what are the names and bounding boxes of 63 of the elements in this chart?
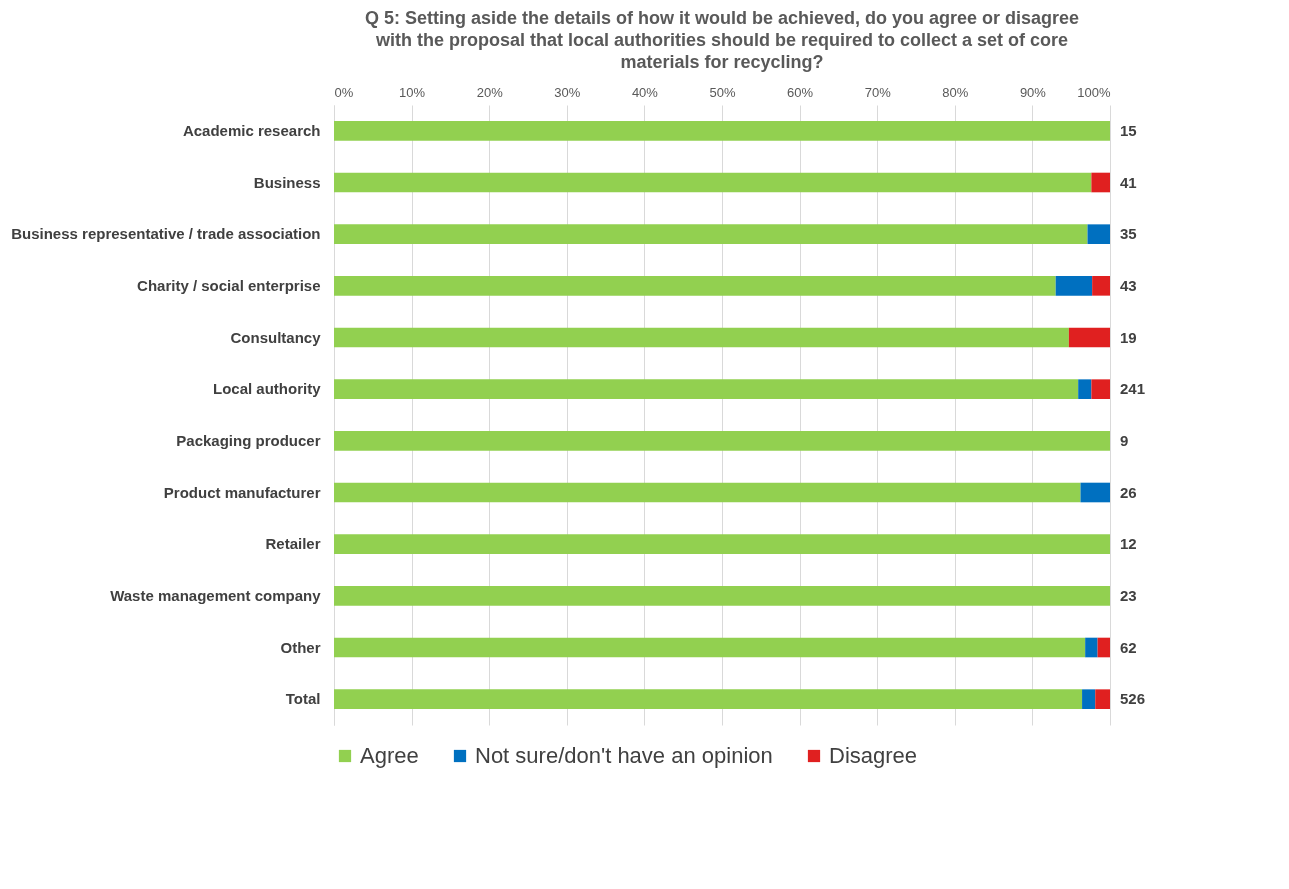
bar: [1055, 276, 1093, 296]
y-tick-label: Consultancy: [230, 328, 322, 346]
y-tick-label: Total: [285, 690, 321, 708]
bar: [334, 482, 1081, 503]
legend-label: Disagree: [829, 743, 918, 768]
x-tick-label: 60%: [787, 84, 814, 100]
x-tick-label: 70%: [864, 84, 892, 100]
bar: [334, 586, 1110, 606]
y-tick-label: Waste management company: [110, 586, 322, 604]
bar: [334, 431, 1110, 451]
x-tick-label: 10%: [399, 84, 426, 100]
bar: [334, 379, 1079, 399]
y-tick-label: Business: [253, 173, 321, 191]
bar: [1082, 689, 1096, 709]
bar: [334, 172, 1092, 193]
x-tick-label: 100%: [1077, 84, 1111, 100]
text: 23: [1120, 586, 1137, 604]
bar: [334, 534, 1110, 554]
bar: [334, 224, 1088, 244]
y-tick-label: Charity / social enterprise: [137, 276, 321, 294]
y-tick-label: Product manufacturer: [163, 483, 321, 501]
x-tick-label: 90%: [1019, 84, 1047, 100]
y-tick-label: Local authority: [212, 380, 322, 398]
text: 9: [1120, 431, 1129, 449]
text: 12: [1120, 535, 1137, 553]
bar: [334, 276, 1056, 296]
y-tick-label: Retailer: [265, 535, 321, 553]
bar: [1091, 379, 1110, 399]
chart-title: Q 5: Setting aside the details of how it would be achieved, do you agree or disagree with the proposal that local authorities should be required to collect a set of core materials for recycling?: [364, 8, 1080, 72]
text: 19: [1120, 328, 1137, 346]
bar: [1080, 482, 1110, 503]
x-tick-label: 40%: [631, 84, 659, 100]
y-tick-label: Other: [280, 638, 321, 656]
x-tick-label: 20%: [476, 84, 504, 100]
text: 26: [1120, 483, 1137, 501]
x-tick-label: 0%: [334, 84, 354, 100]
x-tick-label: 80%: [942, 84, 969, 100]
bar: [1091, 172, 1110, 193]
bar: [334, 121, 1110, 141]
text: 43: [1120, 276, 1137, 294]
text: 35: [1120, 225, 1137, 243]
text: 241: [1120, 380, 1146, 398]
x-tick-label: 50%: [709, 84, 736, 100]
y-tick-label: Packaging producer: [176, 431, 321, 449]
bar: [334, 327, 1069, 348]
y-tick-label: Academic research: [182, 121, 321, 139]
legend-label: Not sure/don't have an opinion: [475, 743, 773, 768]
bar: [1095, 689, 1110, 709]
y-tick-label: Business representative / trade association: [11, 225, 321, 243]
text: 41: [1120, 173, 1137, 191]
x-tick-label: 30%: [554, 84, 581, 100]
bar: [1092, 276, 1110, 296]
legend-label: Agree: [360, 743, 419, 768]
bar: [1085, 637, 1098, 658]
bar: [334, 689, 1083, 709]
bar: [334, 637, 1086, 658]
text: 526: [1120, 690, 1146, 708]
bar: [1087, 224, 1110, 244]
bar: [1097, 637, 1110, 658]
text: 15: [1120, 121, 1137, 139]
text: 62: [1120, 638, 1137, 656]
bar: [1068, 327, 1110, 348]
bar: [1078, 379, 1092, 399]
